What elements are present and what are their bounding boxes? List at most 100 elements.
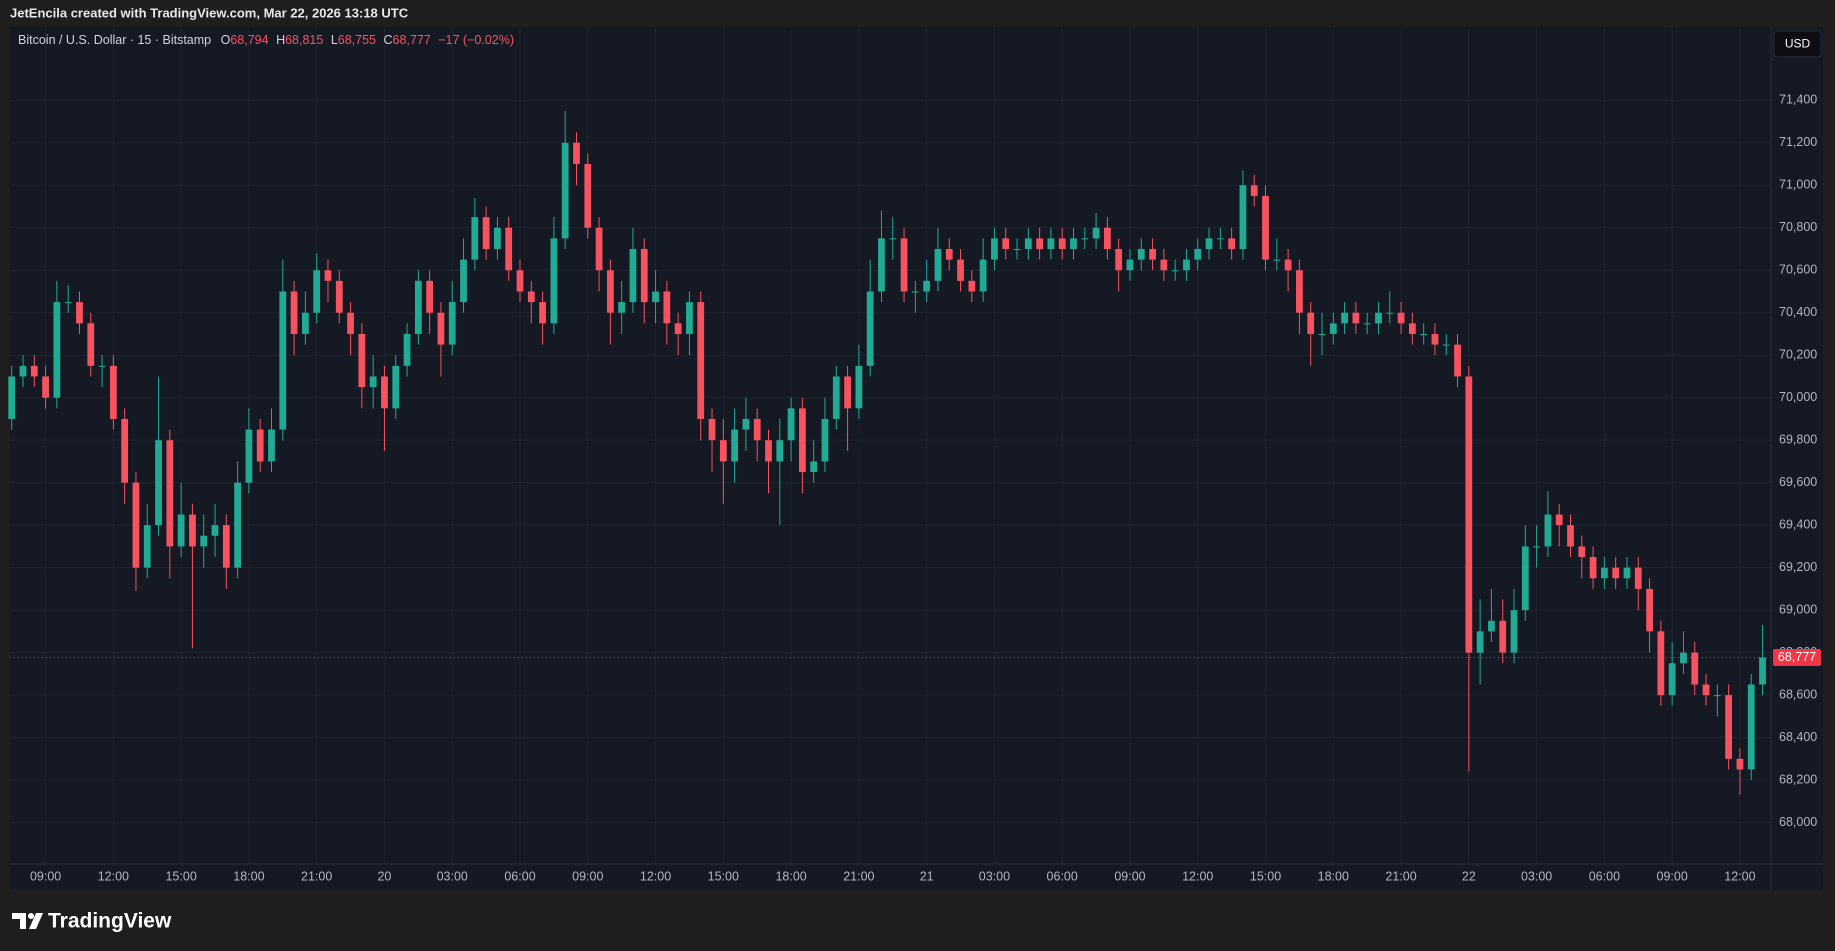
candle-body: [663, 291, 671, 324]
symbol: Bitcoin / U.S. Dollar · 15 · Bitstamp: [18, 33, 211, 47]
candle-body: [1634, 567, 1642, 589]
candle-body: [1578, 546, 1586, 558]
x-tick-label: 06:00: [504, 869, 535, 883]
y-tick-label: 68,000: [1779, 815, 1817, 829]
candle-body: [1567, 525, 1574, 547]
candle-body: [708, 418, 716, 441]
candle-body: [1216, 238, 1224, 240]
x-tick-label: 09:00: [30, 869, 61, 883]
candle-body: [256, 429, 264, 462]
candle-body: [516, 270, 524, 292]
candle-body: [595, 227, 603, 271]
candle-body: [866, 291, 874, 366]
candle-body: [606, 270, 614, 313]
x-tick-label: 06:00: [1589, 869, 1620, 883]
candle-body: [1047, 238, 1055, 249]
candle-body: [301, 312, 309, 334]
candle-body: [1759, 657, 1766, 685]
candle-body: [177, 514, 185, 547]
candle-body: [155, 440, 162, 526]
candle-body: [1070, 238, 1077, 249]
candle-body: [1555, 514, 1563, 526]
candle-body: [414, 280, 422, 334]
candle-body: [1149, 248, 1156, 260]
candle-body: [753, 418, 761, 441]
candle-body: [1183, 259, 1190, 271]
y-tick-label: 70,800: [1779, 220, 1817, 234]
candle-body: [742, 418, 750, 430]
candle-body: [1657, 631, 1665, 696]
candle-body: [1510, 610, 1518, 653]
x-tick-label: 15:00: [1250, 869, 1281, 883]
x-tick-label: 03:00: [437, 869, 468, 883]
candle-body: [629, 248, 637, 303]
candle-body: [279, 291, 287, 430]
y-tick-label: 69,000: [1779, 602, 1817, 616]
candle-body: [878, 238, 885, 292]
candle-body: [1454, 344, 1461, 377]
candle-body: [911, 291, 919, 293]
candle-body: [1262, 195, 1269, 260]
legend-value: 68,777: [393, 33, 431, 47]
candle-body: [1160, 259, 1168, 271]
candle-body: [1499, 620, 1507, 653]
candle-body: [1713, 695, 1721, 697]
grid: [10, 27, 1771, 864]
candle-body: [1013, 248, 1021, 250]
candle-body: [64, 302, 72, 304]
candle-body: [189, 514, 196, 547]
candle-body: [1747, 684, 1755, 770]
candle-body: [1126, 259, 1134, 271]
x-tick-label: 03:00: [1521, 869, 1552, 883]
currency-button[interactable]: [1773, 30, 1822, 58]
y-tick-label: 70,000: [1779, 390, 1817, 404]
candle-body: [1318, 333, 1326, 335]
candle-body: [143, 525, 151, 568]
candle-body: [494, 227, 501, 249]
candle-body: [799, 408, 806, 473]
candle-body: [324, 270, 332, 281]
change: −17 (−0.02%): [438, 33, 514, 47]
candle-body: [1284, 259, 1292, 271]
x-tick-label: 09:00: [1114, 869, 1145, 883]
candle-body: [358, 333, 366, 388]
candle-body: [392, 365, 400, 409]
candle-body: [211, 525, 219, 536]
logo-text: TradingView: [48, 910, 172, 933]
candle-body: [1329, 323, 1337, 334]
candle-body: [1465, 376, 1473, 653]
candle-body: [1668, 663, 1676, 696]
candle-body: [200, 535, 208, 547]
candle-body: [1036, 238, 1043, 249]
candle-body: [1544, 514, 1552, 547]
x-tick-label: 21:00: [301, 869, 332, 883]
candle-body: [448, 302, 456, 345]
x-tick-label: 12:00: [1724, 869, 1755, 883]
header-text: JetEncila created with TradingView.com, …: [10, 5, 409, 20]
candle-body: [1103, 227, 1111, 249]
legend-value: 68,755: [338, 33, 376, 47]
candle-body: [313, 270, 321, 313]
candle-body: [1296, 270, 1303, 313]
y-tick-label: 70,200: [1779, 348, 1817, 362]
candle-body: [1250, 185, 1258, 196]
candle-body: [1680, 652, 1687, 664]
candle-body: [1171, 270, 1179, 272]
candle-body: [30, 365, 38, 377]
y-tick-label: 68,200: [1779, 772, 1817, 786]
candle-body: [1228, 238, 1236, 249]
candle-body: [426, 280, 434, 313]
axes: 68,00068,20068,40068,60068,80069,00069,2…: [30, 93, 1821, 883]
candle-body: [674, 323, 682, 334]
logo-mark: [29, 913, 43, 929]
candle-body: [42, 376, 49, 398]
currency-label[interactable]: USD: [1785, 37, 1811, 51]
x-tick-label: 22: [1462, 869, 1476, 883]
x-tick-label: 21:00: [1385, 869, 1416, 883]
candle-body: [652, 291, 659, 303]
candle-body: [1375, 312, 1382, 324]
tradingview-logo: [12, 913, 43, 929]
candle-body: [527, 291, 535, 303]
candle-body: [335, 280, 343, 313]
candle-body: [403, 333, 411, 366]
